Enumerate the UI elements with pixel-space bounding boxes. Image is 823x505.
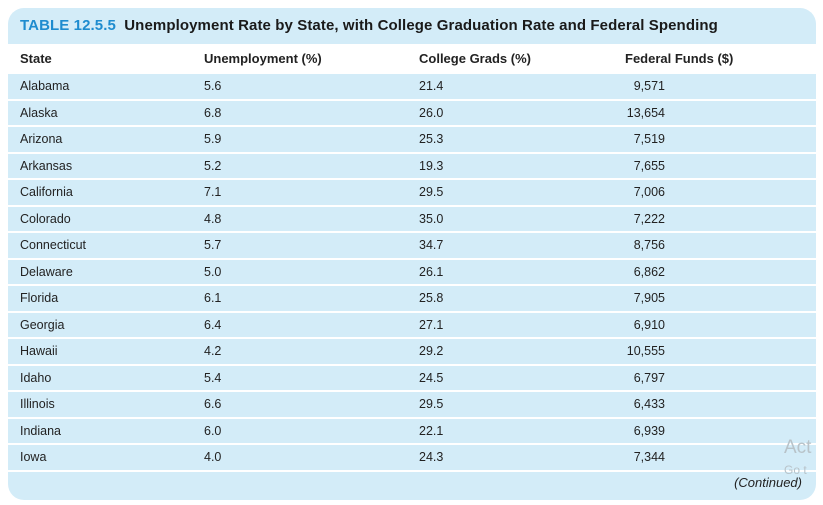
- state-cell: Indiana: [20, 423, 62, 438]
- college-grads-cell: 29.5: [419, 185, 444, 199]
- unemployment-cell: 6.0: [204, 423, 222, 438]
- table-row: Colorado 4.8 35.0 7,222: [8, 207, 816, 233]
- table-row: Georgia 6.4 27.1 6,910: [8, 313, 816, 339]
- state-cell: Delaware: [20, 264, 73, 279]
- federal-funds-cell: 10,555: [626, 344, 665, 358]
- state-cell: Alabama: [20, 79, 70, 93]
- state-cell: Idaho: [20, 370, 52, 385]
- state-cell: Georgia: [20, 317, 65, 332]
- unemployment-cell: 5.7: [204, 238, 222, 252]
- federal-funds-cell: 7,222: [633, 211, 665, 226]
- college-grads-cell: 21.4: [419, 79, 444, 93]
- college-grads-cell: 34.7: [419, 238, 444, 252]
- federal-funds-cell: 6,797: [633, 370, 665, 385]
- federal-funds-cell: 6,910: [633, 317, 665, 332]
- unemployment-cell: 6.4: [204, 317, 222, 332]
- table-title: TABLE 12.5.5 Unemployment Rate by State,…: [20, 17, 718, 34]
- federal-funds-cell: 6,862: [633, 264, 665, 279]
- unemployment-cell: 5.0: [204, 264, 222, 279]
- college-grads-cell: 27.1: [419, 317, 444, 332]
- table-row: Illinois 6.6 29.5 6,433: [8, 392, 816, 419]
- college-grads-cell: 19.3: [419, 158, 444, 173]
- table-title-text: Unemployment Rate by State, with College…: [124, 17, 718, 34]
- federal-funds-cell: 7,905: [633, 291, 665, 305]
- table-header-row: State Unemployment (%) College Grads (%)…: [8, 44, 816, 74]
- state-cell: Connecticut: [20, 238, 87, 252]
- unemployment-cell: 4.0: [204, 450, 222, 464]
- college-grads-cell: 24.5: [419, 370, 444, 385]
- header-federal-funds: Federal Funds ($): [625, 51, 734, 66]
- table-row: California 7.1 29.5 7,006: [8, 180, 816, 207]
- college-grads-cell: 25.3: [419, 132, 444, 146]
- federal-funds-cell: 7,655: [633, 158, 665, 173]
- federal-funds-cell: 7,006: [633, 185, 665, 199]
- table-row: Alabama 5.6 21.4 9,571: [8, 74, 816, 101]
- state-cell: Alaska: [20, 105, 58, 120]
- table-row: Florida 6.1 25.8 7,905: [8, 286, 816, 313]
- federal-funds-cell: 6,939: [633, 423, 665, 438]
- college-grads-cell: 25.8: [419, 291, 444, 305]
- table-row: Alaska 6.8 26.0 13,654: [8, 101, 816, 127]
- state-cell: Hawaii: [20, 344, 58, 358]
- college-grads-cell: 24.3: [419, 450, 444, 464]
- federal-funds-cell: 6,433: [633, 397, 665, 411]
- state-cell: Illinois: [20, 397, 55, 411]
- table-body: Alabama 5.6 21.4 9,571 Alaska 6.8 26.0 13,654 Ar…: [8, 74, 816, 472]
- state-cell: Colorado: [20, 211, 71, 226]
- state-cell: Arizona: [20, 132, 63, 146]
- state-cell: Iowa: [20, 450, 47, 464]
- unemployment-cell: 7.1: [204, 185, 222, 199]
- table-row: Idaho 5.4 24.5 6,797: [8, 366, 816, 392]
- activation-watermark: Act: [784, 437, 812, 458]
- college-grads-cell: 35.0: [419, 211, 444, 226]
- unemployment-cell: 5.9: [204, 132, 222, 146]
- federal-funds-cell: 7,519: [633, 132, 665, 146]
- activation-watermark-sub: Go t: [784, 463, 807, 477]
- unemployment-cell: 5.6: [204, 79, 222, 93]
- table-row: Indiana 6.0 22.1 6,939: [8, 419, 816, 445]
- continued-note: (Continued): [734, 475, 802, 490]
- table-row: Iowa 4.0 24.3 7,344: [8, 445, 816, 472]
- federal-funds-cell: 7,344: [633, 450, 665, 464]
- header-unemployment: Unemployment (%): [204, 51, 322, 66]
- table-number: TABLE 12.5.5: [20, 17, 116, 34]
- college-grads-cell: 29.5: [419, 397, 444, 411]
- unemployment-cell: 6.8: [204, 105, 222, 120]
- college-grads-cell: 26.0: [419, 105, 444, 120]
- unemployment-cell: 4.2: [204, 344, 222, 358]
- table-card: TABLE 12.5.5 Unemployment Rate by State,…: [8, 8, 816, 500]
- table-row: Delaware 5.0 26.1 6,862: [8, 260, 816, 286]
- state-cell: Arkansas: [20, 158, 73, 173]
- table-row: Arkansas 5.2 19.3 7,655: [8, 154, 816, 180]
- table-row: Connecticut 5.7 34.7 8,756: [8, 233, 816, 260]
- college-grads-cell: 26.1: [419, 264, 444, 279]
- unemployment-cell: 5.4: [204, 370, 222, 385]
- college-grads-cell: 22.1: [419, 423, 444, 438]
- unemployment-cell: 4.8: [204, 211, 222, 226]
- header-college-grads: College Grads (%): [419, 51, 531, 66]
- table-row: Arizona 5.9 25.3 7,519: [8, 127, 816, 154]
- unemployment-cell: 6.6: [204, 397, 222, 411]
- header-state: State: [20, 51, 52, 66]
- unemployment-cell: 5.2: [204, 158, 222, 173]
- state-cell: Florida: [20, 291, 59, 305]
- federal-funds-cell: 13,654: [626, 105, 665, 120]
- federal-funds-cell: 9,571: [633, 79, 665, 93]
- federal-funds-cell: 8,756: [633, 238, 665, 252]
- state-cell: California: [20, 185, 73, 199]
- table-row: Hawaii 4.2 29.2 10,555: [8, 339, 816, 366]
- college-grads-cell: 29.2: [419, 344, 444, 358]
- unemployment-cell: 6.1: [204, 291, 222, 305]
